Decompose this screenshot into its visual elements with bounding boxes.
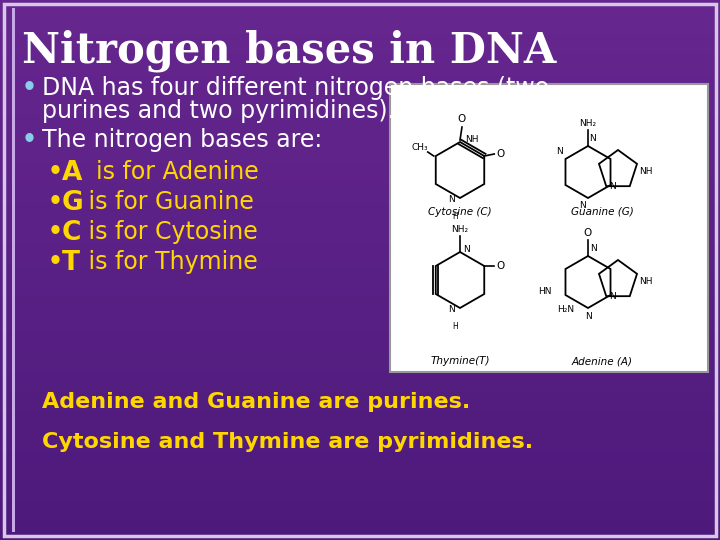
Text: is for Guanine: is for Guanine bbox=[81, 190, 254, 214]
Text: purines and two pyrimidines).: purines and two pyrimidines). bbox=[42, 99, 395, 123]
Text: Thymine(T): Thymine(T) bbox=[431, 356, 490, 366]
Text: is for Adenine: is for Adenine bbox=[81, 160, 258, 184]
Text: Cytosine (C): Cytosine (C) bbox=[428, 207, 492, 217]
Text: Adenine (A): Adenine (A) bbox=[572, 356, 632, 366]
Text: O: O bbox=[496, 261, 505, 271]
Text: H: H bbox=[452, 322, 458, 331]
Text: Guanine (G): Guanine (G) bbox=[571, 207, 634, 217]
Text: N: N bbox=[589, 134, 595, 143]
Text: NH: NH bbox=[465, 136, 479, 145]
Text: is for Cytosine: is for Cytosine bbox=[81, 220, 258, 244]
Text: N: N bbox=[585, 312, 591, 321]
Text: N: N bbox=[580, 201, 586, 210]
Text: H₂N: H₂N bbox=[557, 306, 574, 314]
Text: HN: HN bbox=[538, 287, 552, 295]
Text: C: C bbox=[62, 220, 81, 246]
Text: N: N bbox=[556, 147, 562, 156]
Text: Cytosine and Thymine are pyrimidines.: Cytosine and Thymine are pyrimidines. bbox=[42, 432, 533, 452]
Text: •: • bbox=[22, 128, 37, 152]
Text: Nitrogen bases in DNA: Nitrogen bases in DNA bbox=[22, 30, 557, 72]
Text: O: O bbox=[458, 114, 466, 124]
Text: N: N bbox=[449, 306, 455, 314]
Text: DNA has four different nitrogen bases (two: DNA has four different nitrogen bases (t… bbox=[42, 76, 549, 100]
Text: N: N bbox=[609, 292, 616, 301]
Text: Adenine and Guanine are purines.: Adenine and Guanine are purines. bbox=[42, 392, 470, 412]
Text: •: • bbox=[48, 160, 63, 184]
Bar bbox=[12, 8, 15, 532]
Text: NH₂: NH₂ bbox=[451, 225, 469, 234]
Text: G: G bbox=[62, 190, 84, 216]
Text: CH₃: CH₃ bbox=[411, 143, 428, 152]
Bar bbox=[390, 84, 708, 372]
Text: A: A bbox=[62, 160, 82, 186]
Text: O: O bbox=[584, 228, 592, 238]
Text: •: • bbox=[48, 250, 63, 274]
Text: •: • bbox=[48, 220, 63, 244]
Text: NH: NH bbox=[639, 277, 652, 286]
Text: O: O bbox=[496, 149, 505, 159]
Text: The nitrogen bases are:: The nitrogen bases are: bbox=[42, 128, 323, 152]
Text: N: N bbox=[590, 244, 597, 253]
Text: N: N bbox=[463, 246, 469, 254]
Text: •: • bbox=[22, 76, 37, 100]
Text: N: N bbox=[609, 181, 616, 191]
Text: •: • bbox=[48, 190, 63, 214]
Text: NH: NH bbox=[639, 167, 652, 176]
Text: is for Thymine: is for Thymine bbox=[81, 250, 258, 274]
Text: T: T bbox=[62, 250, 80, 276]
Text: N: N bbox=[449, 195, 455, 205]
Text: H: H bbox=[452, 212, 458, 221]
Text: NH₂: NH₂ bbox=[580, 119, 597, 128]
